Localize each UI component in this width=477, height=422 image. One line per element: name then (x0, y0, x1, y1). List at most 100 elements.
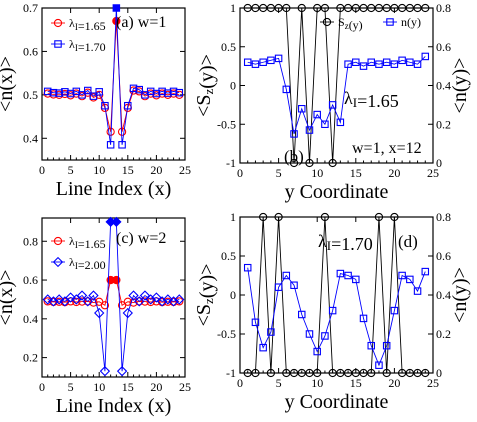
legend-label: λI=1.65 (69, 234, 106, 251)
y-tick-label: 0.2 (23, 351, 38, 365)
data-point (421, 267, 430, 276)
data-point (163, 297, 172, 306)
data-point (43, 87, 52, 96)
data-point (336, 118, 345, 127)
x-tick-label: 10 (311, 376, 323, 390)
data-point (243, 263, 252, 272)
x-axis-title: Line Index (x) (56, 178, 172, 200)
y-tick-label: 0.6 (23, 44, 38, 58)
y-tick-label: 0 (230, 79, 236, 93)
data-point (267, 56, 275, 65)
series-circle (243, 3, 430, 168)
lambda-annotation: λI=1.70 (318, 231, 373, 254)
y-right-tick-label: 0 (436, 156, 442, 170)
data-point (336, 269, 345, 278)
data-point (374, 212, 384, 222)
data-point (390, 306, 399, 315)
data-point (65, 292, 76, 303)
data-point (168, 296, 179, 307)
data-point (289, 158, 299, 168)
data-point (251, 60, 260, 68)
series-square (243, 52, 430, 138)
data-point (251, 318, 260, 327)
x-tick-label: 10 (93, 380, 105, 394)
x-tick-label: 0 (237, 376, 243, 390)
y-right-tick-label: 0.8 (436, 210, 451, 224)
data-point (169, 87, 178, 96)
legend-marker (386, 18, 394, 26)
y-tick-label: 0.4 (23, 131, 38, 145)
data-point (251, 368, 260, 378)
data-point (274, 212, 283, 222)
lambda-annotation: λI=1.65 (344, 88, 399, 111)
data-point (344, 271, 352, 280)
data-point (290, 130, 298, 138)
series-square (243, 263, 430, 369)
data-point (162, 294, 174, 305)
panel-a: 0 5 10 15 20 25 0.4 0.5 0.6 0.7 Line Index (x) <n(x… (0, 1, 191, 200)
y-right-tick-label: 0.2 (436, 327, 451, 341)
data-point (112, 4, 121, 12)
data-point (297, 3, 306, 13)
data-point (274, 283, 283, 291)
y-right-axis-title: <n(y)> (449, 58, 471, 114)
data-point (267, 328, 275, 336)
legend-marker (322, 17, 332, 27)
data-point (274, 54, 283, 63)
data-point (49, 88, 58, 97)
data-point (398, 271, 406, 280)
y-tick-label: 0.7 (23, 1, 38, 15)
data-point (328, 306, 337, 315)
data-point (367, 58, 375, 66)
data-point (328, 101, 337, 109)
data-point (321, 120, 329, 129)
x-tick-label: 25 (179, 380, 191, 394)
series-line (247, 7, 426, 164)
data-point (298, 310, 306, 319)
data-point (259, 212, 268, 222)
data-point (282, 3, 291, 13)
data-point (421, 368, 430, 378)
legend-label: λI=1.70 (69, 37, 106, 54)
data-point (313, 347, 321, 356)
data-point (129, 84, 138, 93)
data-point (89, 298, 98, 307)
y-right-tick-label: 0.8 (436, 1, 451, 15)
x-axis-title: y Coordinate (285, 181, 389, 203)
data-point (71, 294, 82, 305)
series-line (247, 267, 426, 367)
data-point (55, 297, 64, 306)
x-tick-label: 15 (122, 380, 134, 394)
data-point (72, 297, 81, 307)
x-tick-label: 20 (388, 166, 400, 180)
x-tick-label: 0 (39, 163, 45, 177)
data-point (298, 105, 306, 113)
data-point (135, 85, 143, 94)
data-point (282, 85, 291, 94)
data-point (382, 368, 391, 378)
data-point (55, 89, 63, 97)
legend-label: λI=2.00 (69, 255, 106, 272)
data-point (99, 366, 111, 377)
x-tick-label: 5 (276, 376, 282, 390)
x-tick-label: 20 (150, 163, 162, 177)
x-tick-label: 15 (350, 376, 362, 390)
y-tick-label: 0.5 (23, 88, 38, 102)
data-point (174, 294, 185, 305)
legend-marker (54, 40, 62, 48)
series-circle (43, 275, 184, 310)
x-tick-label: 15 (350, 166, 362, 180)
data-point (66, 89, 75, 98)
x-tick-label: 20 (150, 380, 162, 394)
y-tick-label: 0.5 (221, 249, 236, 263)
data-point (152, 89, 161, 98)
data-point (111, 216, 122, 228)
data-point (320, 212, 330, 222)
data-point (313, 368, 322, 378)
data-point (413, 287, 422, 295)
x-axis-title: Line Index (x) (56, 395, 172, 417)
data-point (124, 101, 132, 110)
data-point (116, 366, 128, 377)
data-point (305, 126, 314, 134)
